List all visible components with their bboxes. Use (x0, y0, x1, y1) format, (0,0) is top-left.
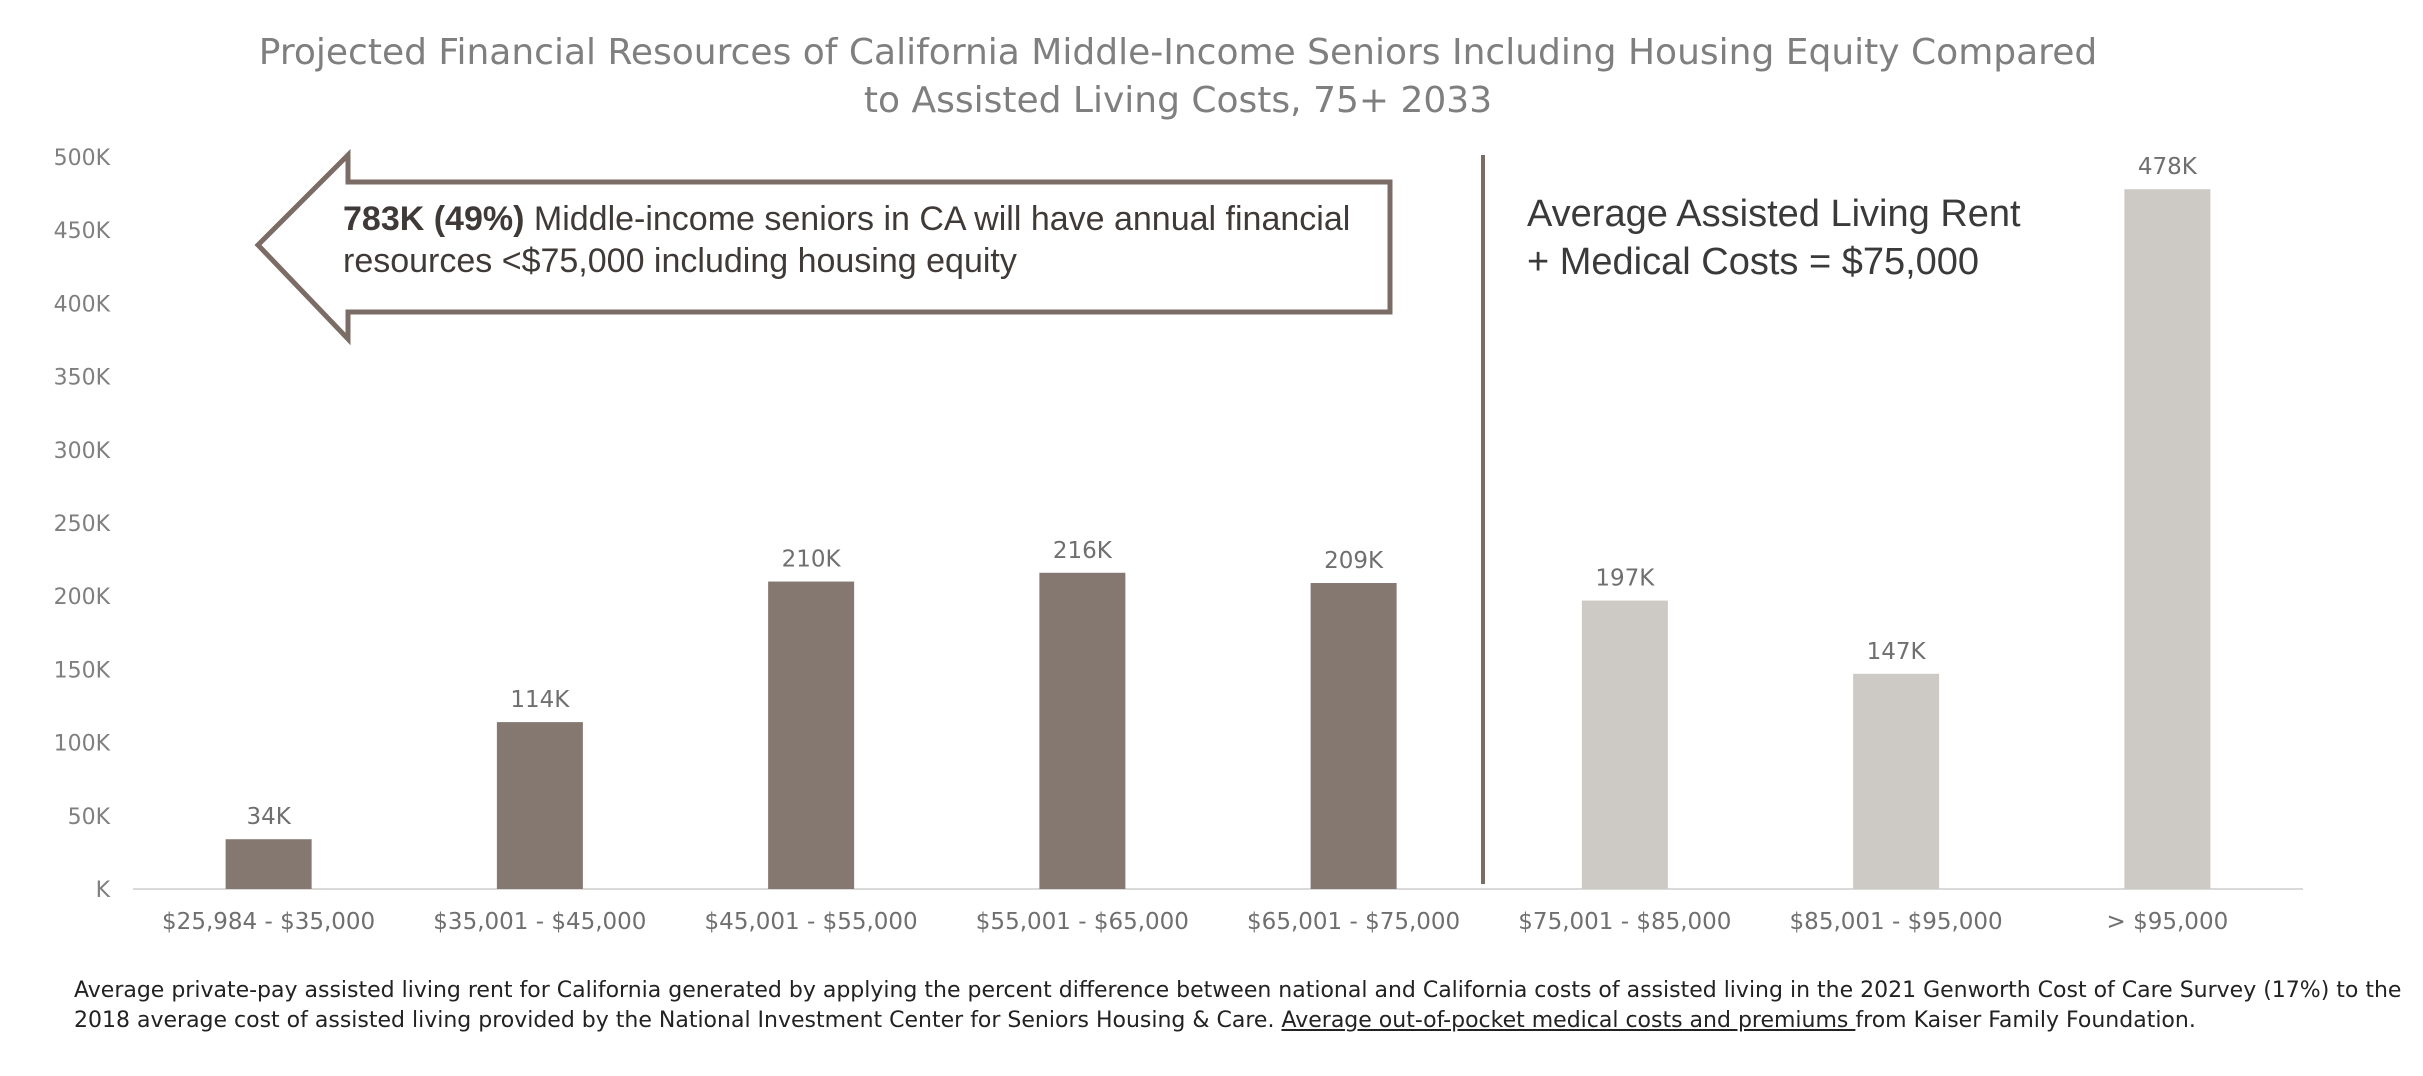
x-tick-label: $35,001 - $45,000 (433, 909, 646, 935)
rent-annotation-line-1: Average Assisted Living Rent (1527, 193, 2021, 235)
data-label: 478K (2138, 154, 2198, 180)
bar (1039, 572, 1126, 889)
bar (1310, 583, 1397, 889)
arrow-callout-line-2: resources <$75,000 including housing equ… (343, 242, 1017, 280)
x-tick-label: $55,001 - $65,000 (976, 909, 1189, 935)
chart-title-line-1: Projected Financial Resources of Califor… (259, 32, 2097, 73)
y-tick-label: 500K (54, 146, 111, 171)
left-arrow-callout (254, 148, 1393, 346)
arrow-callout-text: 783K (49%) Middle-income seniors in CA w… (343, 198, 1388, 282)
x-tick-label: > $95,000 (2107, 909, 2229, 935)
x-tick-label: $25,984 - $35,000 (162, 909, 375, 935)
y-tick-label: 50K (68, 805, 111, 830)
y-axis: K 50K 100K 150K 200K 250K 300K 350K 400K 450K 500K (54, 146, 111, 903)
x-tick-label: $85,001 - $95,000 (1790, 909, 2003, 935)
data-label: 34K (246, 804, 291, 830)
data-label: 147K (1867, 639, 1927, 665)
y-tick-label: 400K (54, 292, 111, 317)
data-label: 114K (510, 687, 570, 713)
data-label: 197K (1595, 566, 1655, 592)
y-tick-label: 100K (54, 732, 111, 757)
x-tick-label: $75,001 - $85,000 (1518, 909, 1731, 935)
data-label: 216K (1053, 538, 1113, 564)
rent-annotation-line-2: + Medical Costs = $75,000 (1527, 241, 1980, 283)
bars-group (225, 189, 2211, 889)
bar (2124, 189, 2211, 889)
data-labels-group: 34K 114K 210K 216K 209K 197K 147K 478K (246, 154, 2197, 830)
footnote-line-1: Average private-pay assisted living rent… (74, 978, 2402, 1003)
bar (768, 581, 855, 889)
y-tick-label: K (96, 878, 111, 903)
y-tick-label: 300K (54, 439, 111, 464)
y-tick-label: 250K (54, 512, 111, 537)
y-tick-label: 450K (54, 219, 111, 244)
x-tick-label: $45,001 - $55,000 (705, 909, 918, 935)
chart-title-line-2: to Assisted Living Costs, 75+ 2033 (864, 80, 1492, 121)
arrow-callout-line-1: Middle-income seniors in CA will have an… (524, 200, 1351, 238)
bar (496, 722, 583, 889)
x-axis: $25,984 - $35,000 $35,001 - $45,000 $45,00… (162, 909, 2228, 935)
footnote-line-2-end: from Kaiser Family Foundation. (1855, 1008, 2196, 1033)
data-label: 210K (782, 547, 842, 573)
x-tick-label: $65,001 - $75,000 (1247, 909, 1460, 935)
footnote: Average private-pay assisted living rent… (74, 976, 2404, 1036)
arrow-callout-highlight: 783K (49%) (343, 200, 525, 238)
footnote-line-2-start: 2018 average cost of assisted living pro… (74, 1008, 1282, 1033)
y-tick-label: 150K (54, 658, 111, 683)
bar (225, 839, 312, 889)
bar (1581, 600, 1668, 889)
y-tick-label: 200K (54, 585, 111, 610)
bar (1853, 673, 1940, 889)
assisted-living-cost-annotation: Average Assisted Living Rent + Medical C… (1527, 190, 2127, 286)
data-label: 209K (1324, 548, 1384, 574)
kaiser-source-link[interactable]: Average out-of-pocket medical costs and … (1281, 1008, 1856, 1033)
y-tick-label: 350K (54, 366, 111, 391)
